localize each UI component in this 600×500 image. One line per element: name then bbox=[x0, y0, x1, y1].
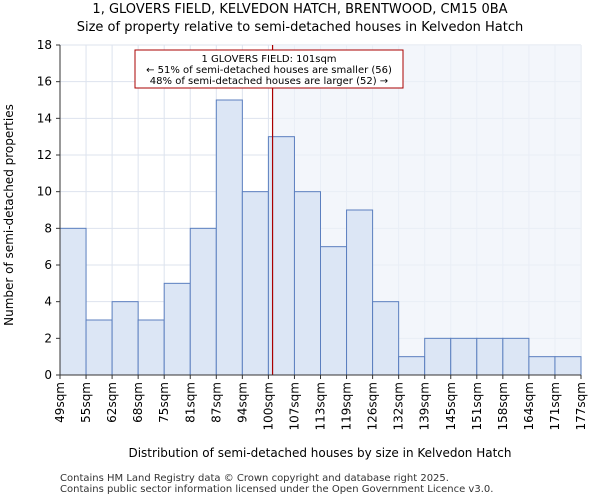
y-tick-label: 18 bbox=[37, 38, 52, 52]
x-tick-label: 87sqm bbox=[209, 382, 223, 423]
x-tick-label: 139sqm bbox=[418, 382, 432, 430]
x-tick-label: 151sqm bbox=[470, 382, 484, 430]
y-tick-label: 12 bbox=[37, 148, 52, 162]
footer-licence: Contains public sector information licen… bbox=[60, 484, 494, 495]
histogram-bar bbox=[189, 227, 217, 376]
y-tick-label: 0 bbox=[44, 368, 52, 382]
y-axis-label: Number of semi-detached properties bbox=[2, 104, 16, 326]
histogram-bar bbox=[372, 301, 400, 376]
x-tick-label: 75sqm bbox=[157, 382, 171, 423]
histogram-bar bbox=[346, 209, 374, 376]
histogram-bar bbox=[215, 99, 243, 376]
x-tick-label: 81sqm bbox=[183, 382, 197, 423]
x-tick-label: 177sqm bbox=[574, 382, 588, 430]
y-tick-label: 10 bbox=[37, 185, 52, 199]
histogram-bar bbox=[450, 337, 478, 376]
annotation-line-2: ← 51% of semi-detached houses are smalle… bbox=[146, 65, 392, 76]
x-tick-label: 145sqm bbox=[444, 382, 458, 430]
annotation-line-3: 48% of semi-detached houses are larger (… bbox=[150, 76, 388, 87]
x-tick-label: 94sqm bbox=[235, 382, 249, 423]
histogram-bar bbox=[528, 356, 556, 376]
y-tick-label: 2 bbox=[44, 331, 52, 345]
x-tick-label: 100sqm bbox=[261, 382, 275, 430]
y-tick-label: 8 bbox=[44, 221, 52, 235]
histogram-bar bbox=[59, 227, 87, 376]
x-tick-label: 171sqm bbox=[548, 382, 562, 430]
histogram-bar bbox=[137, 319, 165, 376]
x-tick-label: 62sqm bbox=[105, 382, 119, 423]
histogram-bar bbox=[320, 246, 348, 376]
x-tick-label: 119sqm bbox=[340, 382, 354, 430]
histogram-chart: 0 2 4 6 8 10 12 14 16 18 49sqm 55sqm 62sqm 68sqm 75sq… bbox=[2, 38, 588, 460]
histogram-bar bbox=[554, 356, 582, 376]
histogram-bar bbox=[476, 337, 504, 376]
x-tick-label: 55sqm bbox=[79, 382, 93, 423]
x-tick-label: 107sqm bbox=[287, 382, 301, 430]
histogram-bar bbox=[85, 319, 113, 376]
histogram-bar bbox=[424, 337, 452, 376]
histogram-bar bbox=[241, 191, 269, 376]
chart-title: Size of property relative to semi-detach… bbox=[76, 20, 524, 35]
annotation-line-1: 1 GLOVERS FIELD: 101sqm bbox=[201, 54, 336, 65]
x-tick-label: 68sqm bbox=[131, 382, 145, 423]
chart-title-address: 1, GLOVERS FIELD, KELVEDON HATCH, BRENTW… bbox=[92, 2, 508, 17]
x-tick-label: 113sqm bbox=[314, 382, 328, 430]
histogram-bar bbox=[398, 356, 426, 376]
x-tick-label: 164sqm bbox=[522, 382, 536, 430]
property-annotation: 1 GLOVERS FIELD: 101sqm ← 51% of semi-de… bbox=[134, 49, 404, 89]
y-tick-label: 4 bbox=[44, 295, 52, 309]
histogram-bar bbox=[163, 282, 191, 376]
x-tick-label: 49sqm bbox=[53, 382, 67, 423]
y-tick-label: 14 bbox=[37, 111, 52, 125]
y-tick-label: 16 bbox=[37, 75, 52, 89]
y-tick-label: 6 bbox=[44, 258, 52, 272]
footer-copyright: Contains HM Land Registry data © Crown c… bbox=[60, 473, 449, 484]
x-tick-label: 126sqm bbox=[366, 382, 380, 430]
histogram-bar bbox=[293, 191, 322, 376]
x-tick-label: 132sqm bbox=[392, 382, 406, 430]
histogram-bar bbox=[502, 337, 530, 376]
x-axis-label: Distribution of semi-detached houses by … bbox=[128, 446, 511, 460]
x-tick-label: 158sqm bbox=[496, 382, 510, 430]
annotation-box bbox=[134, 49, 404, 89]
histogram-bar bbox=[111, 301, 139, 376]
